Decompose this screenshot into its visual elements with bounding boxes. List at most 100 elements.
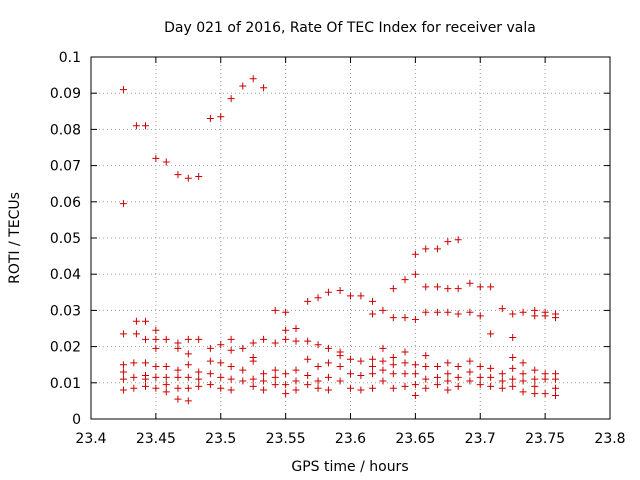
- data-point: [336, 286, 344, 294]
- data-point: [519, 359, 527, 367]
- data-point: [509, 375, 517, 383]
- data-point: [162, 335, 170, 343]
- data-point: [509, 334, 517, 342]
- data-point: [498, 370, 506, 378]
- data-point: [336, 377, 344, 385]
- data-point: [227, 346, 235, 354]
- data-point: [271, 339, 279, 347]
- data-point: [195, 368, 203, 376]
- data-point: [152, 384, 160, 392]
- data-point: [519, 388, 527, 396]
- data-point: [119, 386, 127, 394]
- chart-title: Day 021 of 2016, Rate Of TEC Index for r…: [164, 20, 536, 36]
- data-point: [174, 384, 182, 392]
- data-point: [324, 386, 332, 394]
- data-point: [357, 292, 365, 300]
- y-tick-label: 0.04: [50, 267, 81, 283]
- data-point: [282, 370, 290, 378]
- data-point: [369, 355, 377, 363]
- data-point: [411, 315, 419, 323]
- data-point: [239, 377, 247, 385]
- data-point: [249, 382, 257, 390]
- grid-lines: [91, 57, 610, 419]
- data-point: [401, 348, 409, 356]
- data-point: [282, 326, 290, 334]
- data-point: [369, 310, 377, 318]
- data-point: [422, 363, 430, 371]
- data-point: [389, 353, 397, 361]
- data-point: [369, 370, 377, 378]
- data-point: [174, 366, 182, 374]
- data-point: [217, 359, 225, 367]
- data-point: [141, 359, 149, 367]
- data-point: [411, 370, 419, 378]
- data-point: [444, 377, 452, 385]
- data-point: [454, 382, 462, 390]
- x-tick-label: 23.4: [75, 431, 106, 447]
- data-point: [304, 297, 312, 305]
- plot-frame: [90, 56, 611, 420]
- data-point: [260, 386, 268, 394]
- data-point: [152, 335, 160, 343]
- data-point: [411, 250, 419, 258]
- data-point: [227, 335, 235, 343]
- data-point: [260, 84, 268, 92]
- data-point: [379, 306, 387, 314]
- data-point: [541, 312, 549, 320]
- data-point: [531, 366, 539, 374]
- data-point: [454, 363, 462, 371]
- data-point: [487, 364, 495, 372]
- data-point: [498, 377, 506, 385]
- y-tick-label: 0: [72, 412, 81, 428]
- data-point: [476, 312, 484, 320]
- data-point: [347, 292, 354, 300]
- data-point: [141, 335, 149, 343]
- data-point: [141, 317, 149, 325]
- data-point: [271, 373, 279, 381]
- data-point: [217, 373, 225, 381]
- data-point: [292, 325, 300, 332]
- data-point: [152, 326, 160, 334]
- data-point: [487, 330, 495, 338]
- data-point: [119, 361, 127, 369]
- data-point: [466, 377, 474, 385]
- data-point: [141, 382, 149, 390]
- data-point: [519, 377, 527, 385]
- data-point: [162, 388, 170, 396]
- x-tick-label: 23.75: [525, 431, 565, 447]
- data-point: [433, 363, 441, 371]
- data-point: [509, 353, 517, 361]
- data-point: [162, 381, 170, 389]
- data-point: [466, 279, 474, 287]
- data-point: [476, 373, 484, 381]
- data-point: [433, 283, 441, 291]
- data-point: [271, 306, 279, 314]
- data-point: [509, 364, 517, 372]
- data-point: [227, 363, 235, 371]
- data-point: [552, 384, 560, 392]
- data-point: [152, 344, 160, 352]
- data-point: [389, 314, 397, 322]
- x-tick-label: 23.7: [465, 431, 496, 447]
- data-point: [314, 341, 322, 349]
- data-point: [282, 390, 290, 398]
- data-point: [509, 310, 517, 318]
- data-point: [217, 113, 225, 121]
- data-points: [119, 75, 560, 405]
- data-point: [401, 359, 409, 367]
- y-tick-label: 0.06: [50, 195, 81, 211]
- data-point: [466, 368, 474, 376]
- data-point: [206, 381, 214, 389]
- data-point: [132, 317, 140, 325]
- data-point: [314, 294, 322, 302]
- data-point: [347, 355, 354, 363]
- data-point: [433, 308, 441, 316]
- y-tick-label: 0.09: [50, 86, 81, 102]
- data-point: [389, 370, 397, 378]
- data-point: [369, 363, 377, 371]
- axis-ticks: 23.4 23.45 23.5 23.55 23.6 23.65 23.7 23.75 23.8…: [50, 50, 626, 447]
- data-point: [271, 381, 279, 389]
- data-point: [162, 158, 170, 166]
- data-point: [541, 390, 549, 398]
